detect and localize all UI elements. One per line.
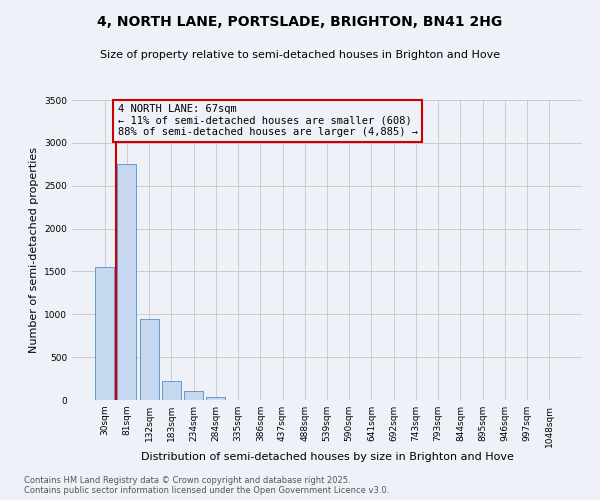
Bar bbox=[184, 392, 203, 400]
Bar bbox=[162, 381, 181, 400]
Text: Contains HM Land Registry data © Crown copyright and database right 2025.
Contai: Contains HM Land Registry data © Crown c… bbox=[24, 476, 389, 495]
Text: 4, NORTH LANE, PORTSLADE, BRIGHTON, BN41 2HG: 4, NORTH LANE, PORTSLADE, BRIGHTON, BN41… bbox=[97, 15, 503, 29]
X-axis label: Distribution of semi-detached houses by size in Brighton and Hove: Distribution of semi-detached houses by … bbox=[140, 452, 514, 462]
Bar bbox=[140, 318, 158, 400]
Bar bbox=[118, 164, 136, 400]
Y-axis label: Number of semi-detached properties: Number of semi-detached properties bbox=[29, 147, 38, 353]
Bar bbox=[206, 396, 225, 400]
Bar bbox=[95, 267, 114, 400]
Text: 4 NORTH LANE: 67sqm
← 11% of semi-detached houses are smaller (608)
88% of semi-: 4 NORTH LANE: 67sqm ← 11% of semi-detach… bbox=[118, 104, 418, 138]
Text: Size of property relative to semi-detached houses in Brighton and Hove: Size of property relative to semi-detach… bbox=[100, 50, 500, 60]
